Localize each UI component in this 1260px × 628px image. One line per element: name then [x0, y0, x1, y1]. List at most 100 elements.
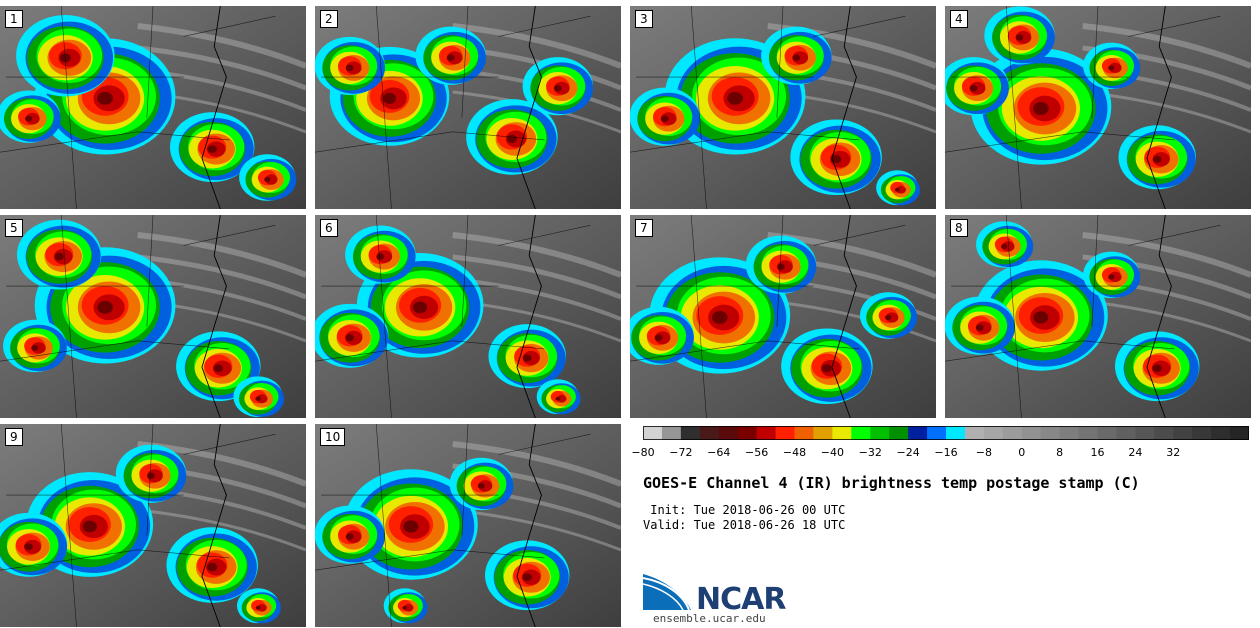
coastline: [1146, 215, 1172, 418]
storm-cell: [3, 319, 67, 373]
cloud-streak: [1082, 232, 1251, 278]
state-boundary: [945, 131, 1175, 153]
storm-cell: [345, 225, 416, 284]
colorbar-tick-label: −32: [858, 446, 882, 459]
storm-cell: [1118, 125, 1196, 190]
cloud-streak: [137, 45, 306, 91]
colorbar-swatch: [1021, 426, 1042, 440]
state-boundary: [461, 215, 469, 327]
storm-cell: [0, 512, 68, 577]
colorbar-swatch: [718, 426, 739, 440]
storm-cell: [315, 36, 385, 95]
stamp-number: 9: [5, 428, 23, 446]
stamp-number: 8: [950, 219, 968, 237]
storm-cell: [781, 328, 873, 405]
cloud-streak: [137, 254, 306, 300]
storm-cell: [536, 379, 581, 415]
colorbar-swatch: [643, 426, 663, 440]
colorbar-swatch: [1116, 426, 1136, 440]
cloud-streak: [137, 232, 306, 278]
stamp-number: 4: [950, 10, 968, 28]
valid-time: Valid: Tue 2018-06-26 18 UTC: [643, 518, 846, 532]
storm-cell: [449, 457, 514, 511]
storm-cell: [522, 57, 594, 116]
storm-cell: [16, 219, 102, 290]
cloud-streak: [452, 232, 621, 278]
ir-map: [0, 6, 306, 209]
storm-cell: [239, 154, 297, 201]
stamp-number: 3: [635, 10, 653, 28]
state-boundary: [945, 340, 1175, 362]
colorbar-swatch: [1135, 426, 1155, 440]
state-boundary: [813, 224, 906, 246]
state-boundary: [183, 224, 276, 246]
state-boundary: [0, 549, 230, 571]
ir-map: [315, 215, 621, 418]
colorbar-swatch: [1040, 426, 1061, 440]
ir-map: [315, 6, 621, 209]
cloud-streak: [452, 23, 621, 69]
stamp-panel-2: 2: [315, 6, 621, 209]
colorbar-tick-label: −48: [782, 446, 807, 459]
state-boundary: [1128, 15, 1221, 37]
state-boundary: [630, 131, 860, 153]
state-boundary: [776, 215, 784, 327]
colorbar-swatch: [680, 426, 701, 440]
state-boundary: [183, 433, 276, 455]
storm-cell: [790, 119, 882, 196]
stamp-panel-8: 8: [945, 215, 1251, 418]
coastline: [516, 424, 542, 627]
stamp-panel-9: 9: [0, 424, 306, 627]
state-boundary: [375, 6, 392, 209]
storm-cell: [236, 588, 281, 624]
colorbar-swatch: [964, 426, 985, 440]
colorbar-swatch: [1154, 426, 1174, 440]
colorbar-swatch: [756, 426, 777, 440]
storm-cell: [970, 48, 1112, 165]
stamp-number: 1: [5, 10, 23, 28]
ncar-logo-icon: [643, 574, 691, 611]
coastline: [201, 215, 227, 418]
storm-cell: [169, 112, 255, 182]
stamp-panel-4: 4: [945, 6, 1251, 209]
ir-map: [945, 215, 1251, 418]
storm-cell: [761, 26, 832, 85]
state-boundary: [315, 131, 545, 153]
colorbar-tick-label: 16: [1090, 446, 1105, 459]
stamp-number: 5: [5, 219, 23, 237]
ir-map: [630, 215, 936, 418]
state-boundary: [1091, 215, 1099, 327]
stamp-number: 2: [320, 10, 338, 28]
colorbar-swatch: [1230, 426, 1249, 440]
state-boundary: [146, 424, 154, 536]
state-boundary: [183, 15, 276, 37]
storm-cell: [233, 376, 284, 418]
state-boundary: [375, 424, 392, 627]
state-boundary: [315, 340, 545, 362]
colorbar-swatch: [1078, 426, 1098, 440]
storm-cell: [1083, 251, 1141, 299]
state-boundary: [1128, 224, 1221, 246]
figure-title: GOES-E Channel 4 (IR) brightness temp po…: [643, 474, 1140, 492]
storm-cell: [166, 527, 258, 603]
coastline: [831, 215, 857, 418]
stamp-number: 7: [635, 219, 653, 237]
storm-cell: [488, 324, 566, 389]
storm-cell: [115, 444, 187, 503]
cloud-streak: [137, 23, 306, 69]
state-boundary: [498, 15, 591, 37]
colorbar-tick-label: −8: [975, 446, 992, 459]
state-boundary: [0, 131, 230, 153]
storm-cell: [630, 306, 694, 365]
storm-cell: [984, 6, 1055, 65]
colorbar-swatch: [1192, 426, 1212, 440]
state-boundary: [690, 6, 707, 209]
state-boundary: [1091, 6, 1099, 118]
storm-cell: [16, 15, 115, 97]
colorbar-swatch: [946, 426, 966, 440]
colorbar-swatch: [737, 426, 758, 440]
storm-cell: [415, 26, 486, 85]
storm-cell: [0, 90, 61, 143]
website-url[interactable]: ensemble.ucar.edu: [653, 612, 766, 625]
storm-cell: [383, 588, 428, 624]
